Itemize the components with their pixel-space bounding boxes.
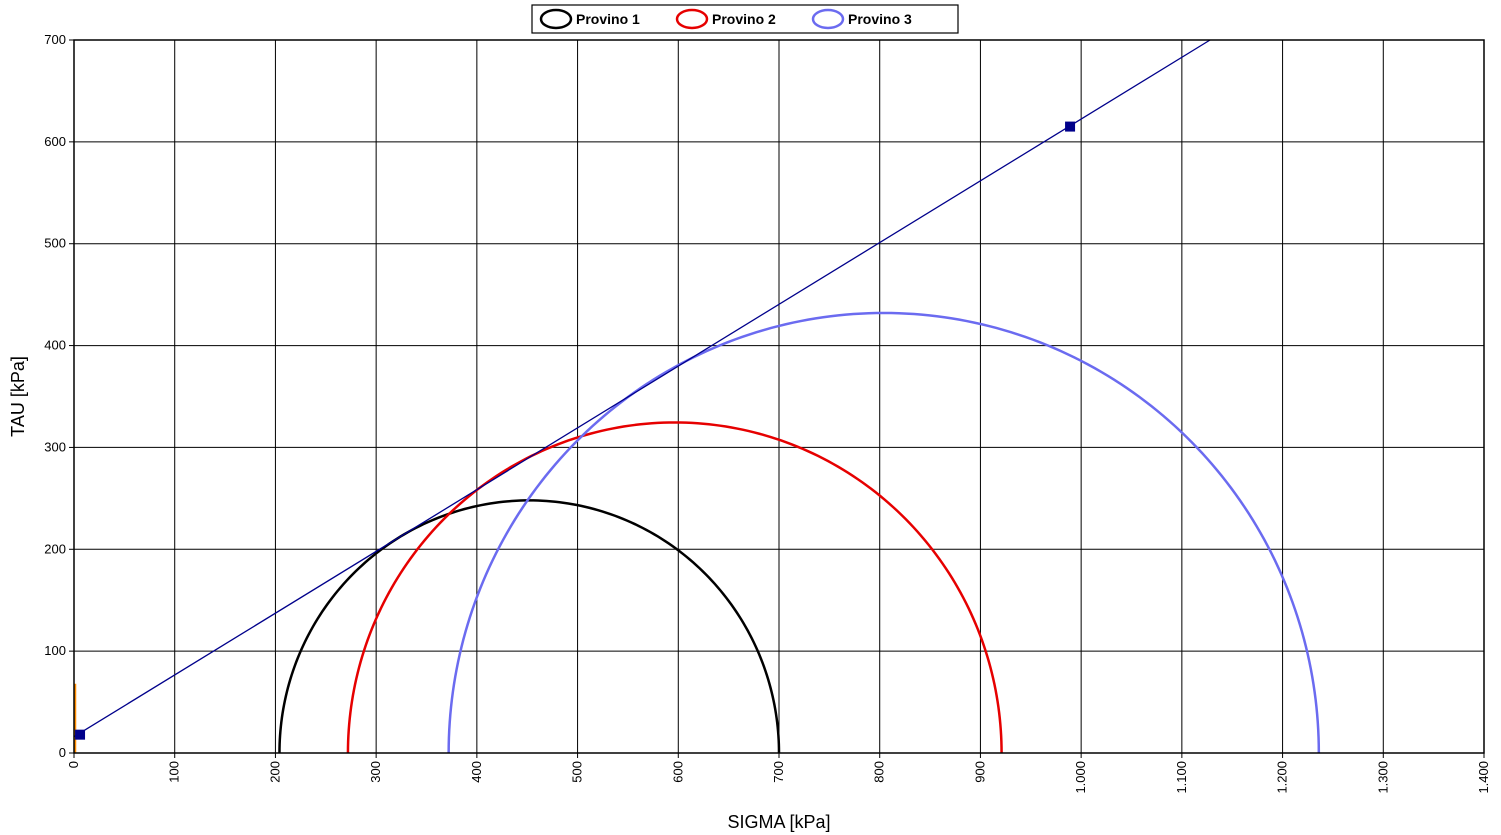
y-tick-label: 400 [44, 338, 66, 353]
y-tick-label: 200 [44, 541, 66, 556]
x-axis-ticks: 0 100 200 300 400 500 600 700 800 900 1.000 1.100 1.… [66, 753, 1491, 794]
x-tick-label: 100 [167, 761, 182, 783]
y-axis-ticks: 0 100 200 300 400 500 600 700 [44, 32, 74, 760]
failure-envelope [73, 39, 1211, 740]
x-tick-label: 1.200 [1275, 761, 1290, 794]
grid [73, 39, 1485, 754]
legend-swatch-1 [539, 8, 573, 30]
x-tick-label: 700 [771, 761, 786, 783]
legend-label-3: Provino 3 [848, 11, 912, 27]
mohr-circle-3 [447, 311, 1321, 754]
legend-label-2: Provino 2 [712, 11, 776, 27]
legend: Provino 1 Provino 2 Provino 3 [531, 4, 959, 34]
series-layer [73, 311, 1321, 754]
y-tick-label: 0 [59, 745, 66, 760]
envelope-line [73, 39, 1211, 738]
x-tick-label: 900 [972, 761, 987, 783]
y-tick-label: 700 [44, 32, 66, 47]
mohr-circle-2 [346, 421, 1003, 754]
y-tick-label: 600 [44, 134, 66, 149]
x-tick-label: 1.000 [1073, 761, 1088, 794]
mohr-circle-1 [278, 499, 781, 754]
legend-box [531, 4, 959, 34]
x-tick-label: 0 [66, 761, 81, 768]
x-tick-label: 200 [267, 761, 282, 783]
legend-swatch-3 [811, 8, 845, 30]
legend-label-1: Provino 1 [576, 11, 640, 27]
x-tick-label: 400 [469, 761, 484, 783]
y-tick-label: 300 [44, 439, 66, 454]
x-tick-label: 600 [670, 761, 685, 783]
x-tick-label: 1.100 [1174, 761, 1189, 794]
envelope-marker [1065, 121, 1076, 132]
x-axis-label: SIGMA [kPa] [727, 812, 830, 832]
x-tick-label: 1.300 [1375, 761, 1390, 794]
x-tick-label: 500 [570, 761, 585, 783]
x-tick-label: 300 [368, 761, 383, 783]
y-axis-label: TAU [kPa] [8, 356, 28, 437]
x-tick-label: 800 [872, 761, 887, 783]
x-tick-label: 1.400 [1476, 761, 1491, 794]
envelope-marker [75, 729, 86, 740]
y-tick-label: 100 [44, 643, 66, 658]
legend-swatch-2 [675, 8, 709, 30]
y-tick-label: 500 [44, 236, 66, 251]
plot-frame [73, 39, 1485, 754]
